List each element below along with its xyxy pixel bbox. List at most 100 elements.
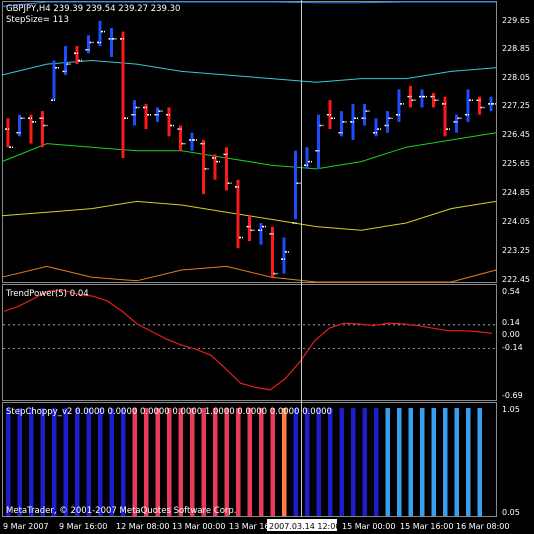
price-bar	[258, 223, 266, 245]
price-bar	[304, 147, 312, 169]
main-panel-header: GBPJPY,H4 239.39 239.54 239.27 239.30	[6, 4, 180, 14]
choppy-panel-frame[interactable]	[2, 402, 497, 517]
choppy-bar	[443, 408, 448, 516]
choppy-tick: 0.05	[502, 508, 520, 517]
price-tick: 223.25	[502, 246, 530, 255]
time-tick: 9 Mar 2007	[3, 522, 49, 531]
choppy-bar	[75, 408, 80, 516]
price-tick: 228.05	[502, 73, 530, 82]
time-tick: 9 Mar 16:00	[59, 522, 107, 531]
orange-lower-band	[1, 265, 497, 283]
choppy-bar	[374, 408, 379, 516]
trend-tick: 0.14	[502, 318, 520, 327]
price-bar	[442, 96, 450, 137]
price-bar	[143, 103, 151, 130]
price-bar	[350, 103, 358, 140]
price-bar	[62, 46, 71, 75]
choppy-bar	[397, 408, 402, 516]
trend-panel-frame[interactable]	[2, 284, 497, 401]
price-bar	[361, 103, 370, 126]
choppy-bar	[201, 408, 206, 516]
choppy-bar	[167, 408, 172, 516]
choppy-bar	[63, 408, 68, 516]
price-bar	[407, 85, 416, 108]
trend-panel-title: TrendPower(5) 0.04	[5, 289, 89, 299]
price-tick: 224.85	[502, 188, 530, 197]
crosshair-time-label: 2007.03.14 12:00	[269, 522, 340, 531]
price-bar	[189, 132, 197, 151]
choppy-tick: 1.05	[502, 405, 520, 414]
choppy-bar	[17, 408, 22, 516]
price-bar	[465, 89, 473, 122]
price-bar	[384, 111, 393, 133]
time-tick: 13 Mar 16	[229, 522, 270, 531]
price-bar	[39, 111, 48, 148]
choppy-bar	[454, 408, 459, 516]
price-bar	[281, 237, 289, 274]
choppy-bar	[477, 408, 482, 516]
choppy-bar	[29, 408, 34, 516]
choppy-bar	[328, 408, 333, 516]
price-tick: 228.85	[502, 44, 530, 53]
choppy-bar	[270, 408, 275, 516]
stepsize-label: StepSize= 113	[6, 15, 69, 25]
choppy-bar	[385, 408, 390, 516]
price-bar	[16, 114, 25, 137]
trend-tick: -0.69	[502, 391, 523, 400]
choppy-bar	[305, 408, 310, 516]
price-bar	[419, 89, 427, 108]
price-tick: 224.05	[502, 217, 530, 226]
choppy-bar	[362, 408, 367, 516]
choppy-bar	[293, 408, 298, 516]
price-bar	[292, 150, 301, 224]
choppy-bar	[351, 408, 356, 516]
choppy-bar	[247, 408, 252, 516]
price-bar	[200, 139, 209, 195]
trend-power-plot	[3, 289, 496, 391]
choppy-bar	[86, 408, 91, 516]
choppy-bar	[213, 408, 218, 516]
choppy-bar	[236, 408, 241, 516]
price-bar	[131, 100, 140, 126]
price-bar	[235, 179, 243, 249]
choppy-bar	[408, 408, 413, 516]
price-tick: 222.45	[502, 275, 530, 284]
choppy-bar	[224, 408, 229, 516]
choppy-bar	[109, 408, 114, 516]
price-bar	[430, 93, 439, 108]
choppy-bar	[121, 408, 126, 516]
copyright-label: MetaTrader, © 2001-2007 MetaQuotes Softw…	[6, 506, 236, 516]
price-bar	[51, 60, 59, 101]
time-tick: 12 Mar 08:00	[116, 522, 169, 531]
trend-axis: 0.54 0.14 0.00 -0.14 -0.69	[502, 287, 523, 400]
price-bar	[488, 96, 496, 112]
cyan-upper-band	[1, 59, 497, 83]
green-mid-band	[1, 132, 497, 170]
trend-power-line	[3, 289, 493, 391]
price-bar	[212, 154, 220, 180]
choppy-bar	[466, 408, 471, 516]
price-bar	[108, 28, 117, 57]
choppy-bar	[6, 408, 11, 516]
price-bars	[5, 20, 496, 278]
choppy-bar	[339, 408, 344, 516]
price-axis: 229.65 228.85 228.05 227.25 226.45 225.6…	[502, 16, 530, 284]
price-tick: 227.25	[502, 101, 530, 110]
price-bar	[315, 114, 324, 169]
time-tick: 13 Mar 00:00	[172, 522, 225, 531]
price-bar	[166, 107, 174, 137]
choppy-bar	[98, 408, 103, 516]
choppy-bar	[155, 408, 160, 516]
price-tick: 229.65	[502, 16, 530, 25]
choppy-bar	[190, 408, 195, 516]
price-bar	[269, 226, 278, 278]
price-bar	[476, 96, 485, 115]
price-bar	[154, 107, 163, 122]
time-tick: 16 Mar 08:00	[456, 522, 509, 531]
price-bar	[223, 147, 232, 191]
price-bar	[338, 111, 347, 137]
time-tick: 15 Mar 16:00	[400, 522, 453, 531]
trend-tick: -0.14	[502, 343, 523, 352]
